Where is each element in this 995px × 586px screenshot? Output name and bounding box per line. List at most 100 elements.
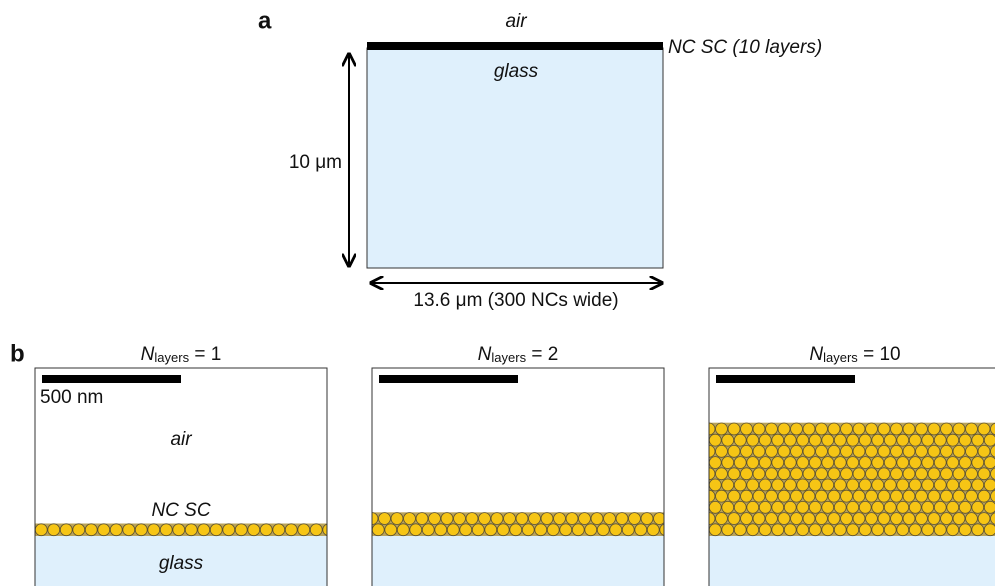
- nanocrystal: [866, 490, 878, 502]
- nanocrystal: [485, 524, 497, 536]
- nanocrystal: [60, 524, 72, 536]
- nanocrystal: [928, 513, 940, 525]
- nanocrystal: [847, 434, 859, 446]
- nanocrystal: [884, 479, 896, 491]
- nanocrystal: [816, 423, 828, 435]
- nanocrystal: [597, 524, 609, 536]
- nanocrystal: [385, 524, 397, 536]
- nanocrystal: [828, 445, 840, 457]
- nanocrystal: [248, 524, 260, 536]
- nanocrystal: [822, 479, 834, 491]
- nanocrystal: [778, 513, 790, 525]
- nanocrystal: [741, 445, 753, 457]
- nanocrystal: [791, 423, 803, 435]
- nanocrystal: [984, 501, 995, 513]
- nanocrystal: [716, 513, 728, 525]
- nanocrystal: [966, 490, 978, 502]
- nanocrystal: [778, 445, 790, 457]
- nanocrystal: [579, 513, 591, 525]
- nanocrystal: [891, 468, 903, 480]
- air-label: air: [505, 11, 527, 32]
- nanocrystal: [629, 513, 641, 525]
- panel-title: Nlayers = 1: [141, 344, 222, 365]
- nanocrystal: [148, 524, 160, 536]
- nc-layer: [367, 42, 663, 50]
- nanocrystal: [941, 513, 953, 525]
- nanocrystal: [753, 468, 765, 480]
- nanocrystal: [953, 490, 965, 502]
- nanocrystal: [884, 434, 896, 446]
- nanocrystal: [909, 457, 921, 469]
- nanocrystal: [809, 434, 821, 446]
- nanocrystal: [747, 479, 759, 491]
- nanocrystal: [510, 524, 522, 536]
- nanocrystal: [784, 501, 796, 513]
- nanocrystal: [466, 513, 478, 525]
- nanocrystal: [85, 524, 97, 536]
- nanocrystal: [928, 445, 940, 457]
- nanocrystal: [310, 524, 322, 536]
- nanocrystal: [447, 524, 459, 536]
- nanocrystal: [928, 468, 940, 480]
- nanocrystal: [941, 468, 953, 480]
- nanocrystal: [741, 490, 753, 502]
- equals: =: [194, 344, 205, 365]
- nanocrystal: [847, 524, 859, 536]
- nanocrystal: [766, 468, 778, 480]
- nanocrystal: [922, 501, 934, 513]
- nanocrystal: [372, 524, 384, 536]
- nanocrystal: [891, 423, 903, 435]
- nanocrystal: [541, 513, 553, 525]
- nanocrystal: [460, 524, 472, 536]
- nanocrystal: [884, 457, 896, 469]
- nanocrystal: [828, 423, 840, 435]
- nanocrystal: [947, 524, 959, 536]
- nanocrystal: [791, 445, 803, 457]
- nanocrystal: [972, 479, 984, 491]
- nanocrystal: [98, 524, 110, 536]
- nanocrystal: [759, 524, 771, 536]
- nanocrystal: [379, 513, 391, 525]
- nanocrystal: [323, 524, 335, 536]
- nanocrystal: [722, 524, 734, 536]
- nanocrystal: [709, 479, 721, 491]
- nanocrystal: [978, 490, 990, 502]
- nanocrystal: [816, 445, 828, 457]
- nanocrystal: [828, 513, 840, 525]
- layer-label: NC SC (10 layers): [668, 37, 822, 58]
- nanocrystal: [878, 513, 890, 525]
- nanocrystal: [941, 490, 953, 502]
- nanocrystal: [834, 524, 846, 536]
- figure: a air NC SC (10 layers) glass 10 μm 13.6…: [0, 0, 995, 586]
- nanocrystal: [859, 457, 871, 469]
- nanocrystal: [647, 524, 659, 536]
- nanocrystal: [866, 423, 878, 435]
- nanocrystal: [909, 434, 921, 446]
- nanocrystal: [778, 490, 790, 502]
- nanocrystal: [859, 501, 871, 513]
- nanocrystal: [872, 479, 884, 491]
- nanocrystal: [959, 479, 971, 491]
- symbol: N: [809, 344, 823, 365]
- nanocrystal: [866, 468, 878, 480]
- nanocrystal: [260, 524, 272, 536]
- nanocrystal: [759, 434, 771, 446]
- nanocrystal: [741, 468, 753, 480]
- nanocrystal: [897, 434, 909, 446]
- nanocrystal: [809, 479, 821, 491]
- nanocrystal: [809, 524, 821, 536]
- nanocrystal: [491, 513, 503, 525]
- nanocrystal: [884, 524, 896, 536]
- nanocrystal: [872, 457, 884, 469]
- nanocrystal: [784, 457, 796, 469]
- width-label: 13.6 μm (300 NCs wide): [413, 290, 618, 311]
- nanocrystal: [522, 524, 534, 536]
- nanocrystal: [984, 457, 995, 469]
- nanocrystal: [454, 513, 466, 525]
- nanocrystal: [435, 524, 447, 536]
- symbol: N: [478, 344, 492, 365]
- nanocrystal: [934, 434, 946, 446]
- nanocrystal: [809, 501, 821, 513]
- nanocrystal: [941, 445, 953, 457]
- nanocrystal: [841, 490, 853, 502]
